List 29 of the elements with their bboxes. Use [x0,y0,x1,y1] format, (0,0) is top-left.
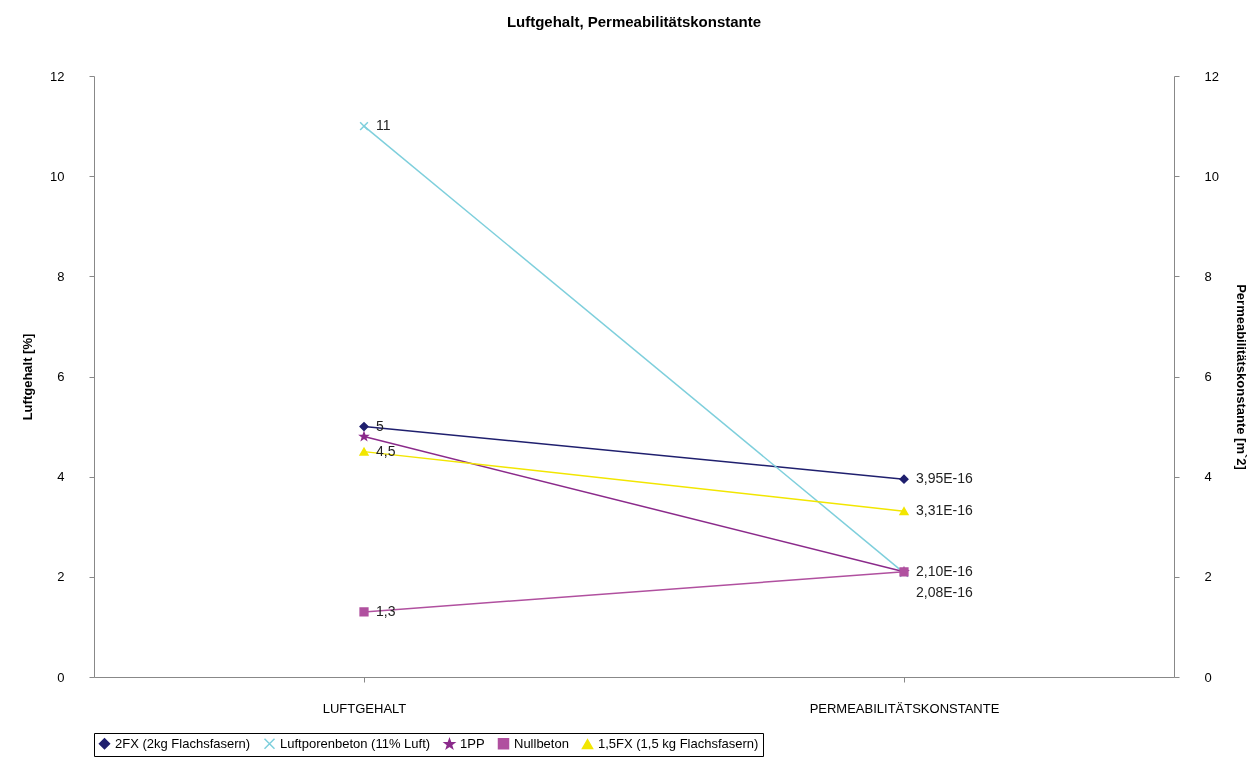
data-label: 2,10E-16 [916,562,974,579]
y-tick-label: 12 [50,68,65,84]
y2-tick-label: 8 [1204,268,1212,284]
y2-tick-label: 0 [1204,669,1212,685]
y-tick-label: 0 [57,669,65,685]
legend-label: 2FX (2kg Flachsfasern) [115,735,251,751]
legend-label: Nullbeton [514,735,569,751]
y2-tick-label: 6 [1204,369,1212,384]
y-tick-label: 2 [57,569,65,585]
y2-tick-label: 12 [1204,68,1219,84]
y-tick-label: 10 [50,168,65,184]
y2-axis-title: Permeabilitätskonstante [m`2] [1233,284,1249,470]
data-label: 3,31E-16 [916,502,974,519]
chart-title: Luftgehalt, Permeabilitätskonstante [506,13,762,30]
data-label: 3,95E-16 [916,470,974,487]
y2-tick-label: 4 [1204,469,1212,485]
y2-tick-label: 10 [1204,168,1219,184]
data-label: 2,08E-16 [916,583,974,600]
y2-tick-label: 2 [1204,569,1212,585]
y-tick-label: 4 [57,469,65,485]
y-tick-label: 8 [57,268,65,284]
x-tick-label: PERMEABILITÄTSKONSTANTE [809,700,1000,716]
y-tick-label: 6 [57,369,65,384]
legend-label: 1,5FX (1,5 kg Flachsfasern) [598,736,759,752]
data-label: 11 [376,117,391,134]
x-tick-label: LUFTGEHALT [322,700,407,716]
legend-label: 1PP [460,736,485,752]
legend-label: Luftporenbeton (11% Luft) [280,735,431,751]
y-axis-title: Luftgehalt [%] [20,333,36,421]
